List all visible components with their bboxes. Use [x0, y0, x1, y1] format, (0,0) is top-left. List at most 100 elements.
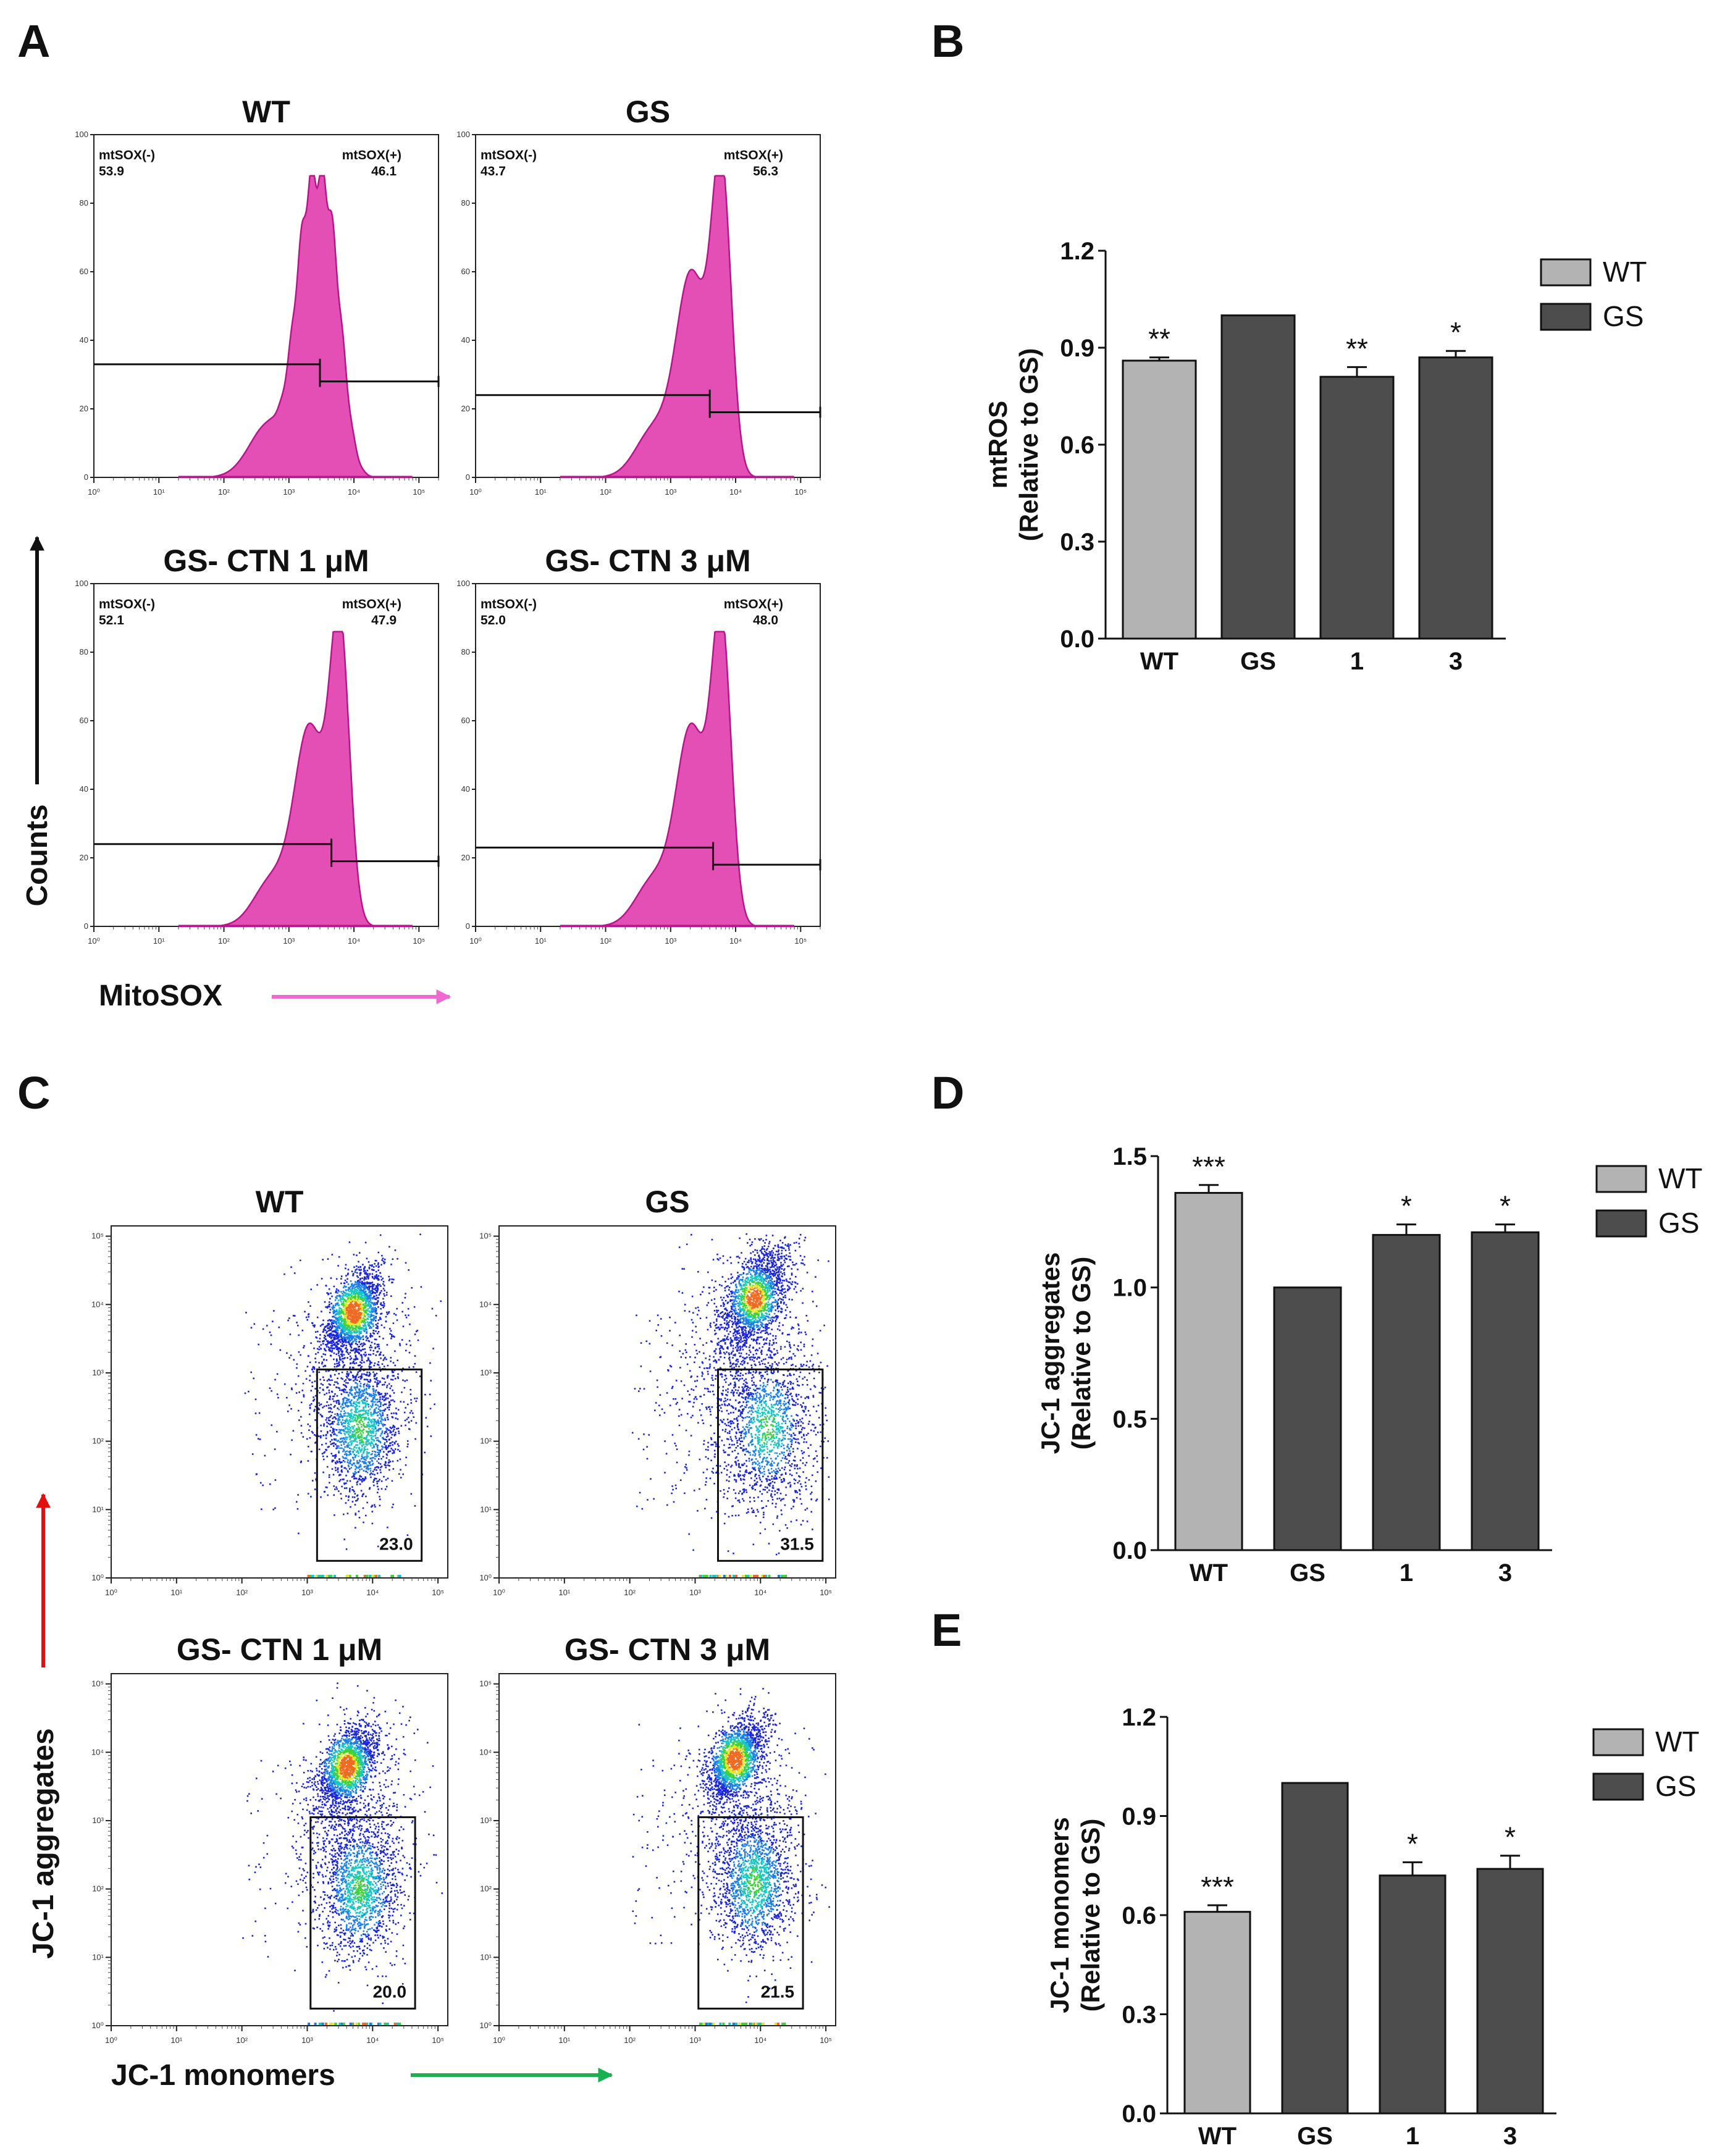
scatter-point [314, 1380, 316, 1382]
scatter-point [353, 1254, 355, 1256]
scatter-point [331, 1459, 334, 1461]
scatter-point [342, 1296, 343, 1298]
scatter-point [335, 1469, 337, 1471]
scatter-point [387, 1464, 389, 1466]
scatter-point [300, 1461, 302, 1464]
panel-a-y-axis-label-group: Counts [21, 535, 54, 907]
scatter-point [363, 1461, 365, 1463]
scatter-point [376, 1385, 378, 1388]
scatter-point [715, 1327, 717, 1329]
scatter-point [343, 1479, 345, 1480]
scatter-point [392, 1449, 394, 1451]
scatter-point [397, 1427, 400, 1430]
scatter-point [338, 1354, 340, 1357]
scatter-point [350, 1307, 351, 1309]
scatter-point [358, 1517, 361, 1519]
scatter-point [345, 1293, 347, 1296]
scatter-point [348, 1306, 351, 1307]
scatter-point [354, 1320, 356, 1322]
scatter-point [364, 1302, 366, 1305]
scatter-point [357, 1304, 359, 1307]
scatter-point [331, 1391, 334, 1393]
scatter-point [377, 1491, 379, 1493]
scatter-point [352, 1416, 355, 1418]
scatter-point [747, 1313, 749, 1315]
scatter-point [309, 1407, 311, 1409]
scatter-point [350, 1299, 353, 1302]
scatter-point [765, 1280, 767, 1282]
scatter-point [348, 1343, 350, 1345]
scatter-point [309, 1404, 311, 1406]
scatter-point [358, 1415, 360, 1417]
scatter-point [345, 1339, 347, 1341]
scatter-point [369, 1307, 371, 1309]
scatter-point [380, 1420, 382, 1422]
scatter-point [405, 1424, 406, 1427]
scatter-point [348, 1326, 350, 1328]
scatter-point [324, 1326, 326, 1328]
scatter-point [367, 1298, 370, 1300]
scatter-point [371, 1437, 372, 1439]
scatter-point [383, 1303, 385, 1305]
scatter-point [277, 1396, 279, 1399]
scatter-point [381, 1437, 384, 1439]
scatter-point [761, 1317, 763, 1319]
scatter-point [345, 1313, 346, 1315]
scatter-point [389, 1430, 392, 1432]
scatter-point [406, 1440, 409, 1442]
scatter-point [351, 1311, 353, 1313]
scatter-point [359, 1338, 362, 1340]
scatter-point [353, 1332, 356, 1334]
scatter-point [736, 1327, 737, 1329]
scatter-point [393, 1452, 395, 1454]
scatter-point [358, 1433, 360, 1436]
scatter-point [346, 1373, 348, 1375]
scatter-point [335, 1322, 338, 1324]
scatter-point [374, 1506, 376, 1508]
scatter-point [760, 1311, 762, 1313]
scatter-point [358, 1335, 360, 1337]
scatter-point [346, 1427, 349, 1429]
scatter-point [350, 1416, 351, 1418]
scatter-point [340, 1333, 343, 1335]
scatter-point [410, 1420, 413, 1422]
scatter-point [375, 1277, 377, 1279]
scatter-point [364, 1477, 367, 1480]
scatter-point [345, 1313, 348, 1315]
scatter-point [349, 1438, 351, 1441]
scatter-point [762, 1307, 764, 1309]
scatter-point [723, 1303, 725, 1306]
scatter-point [359, 1278, 361, 1280]
scatter-point [380, 1264, 382, 1266]
scatter-point [356, 1319, 359, 1320]
scatter-point [310, 1451, 313, 1453]
dotplot-subplot: WT10⁰10⁰10¹10¹10²10²10³10³10⁴10⁴10⁵10⁵23… [91, 1185, 448, 1597]
scatter-point [311, 1480, 314, 1482]
scatter-point [377, 1422, 380, 1424]
scatter-point [351, 1441, 353, 1444]
scatter-point [350, 1357, 353, 1359]
scatter-point [375, 1309, 377, 1311]
scatter-point [350, 1309, 353, 1311]
scatter-point [358, 1288, 360, 1290]
scatter-point [349, 1358, 351, 1361]
x-tick-label: 10³ [283, 487, 295, 497]
scatter-point [345, 1309, 348, 1312]
scatter-point [348, 1331, 350, 1333]
scatter-point [369, 1430, 371, 1432]
scatter-point [314, 1395, 317, 1397]
scatter-point [384, 1356, 386, 1359]
scatter-point [360, 1322, 362, 1323]
scatter-point [390, 1437, 392, 1439]
scatter-point [409, 1393, 412, 1395]
scatter-point [332, 1474, 335, 1476]
scatter-point [328, 1474, 330, 1476]
scatter-point [368, 1430, 370, 1433]
scatter-point [346, 1327, 349, 1329]
scatter-point [370, 1458, 372, 1459]
scatter-point [377, 1545, 379, 1548]
scatter-point [369, 1321, 371, 1323]
panel-a-x-axis-label-group: MitoSOX [99, 979, 451, 1012]
scatter-point [355, 1469, 356, 1470]
